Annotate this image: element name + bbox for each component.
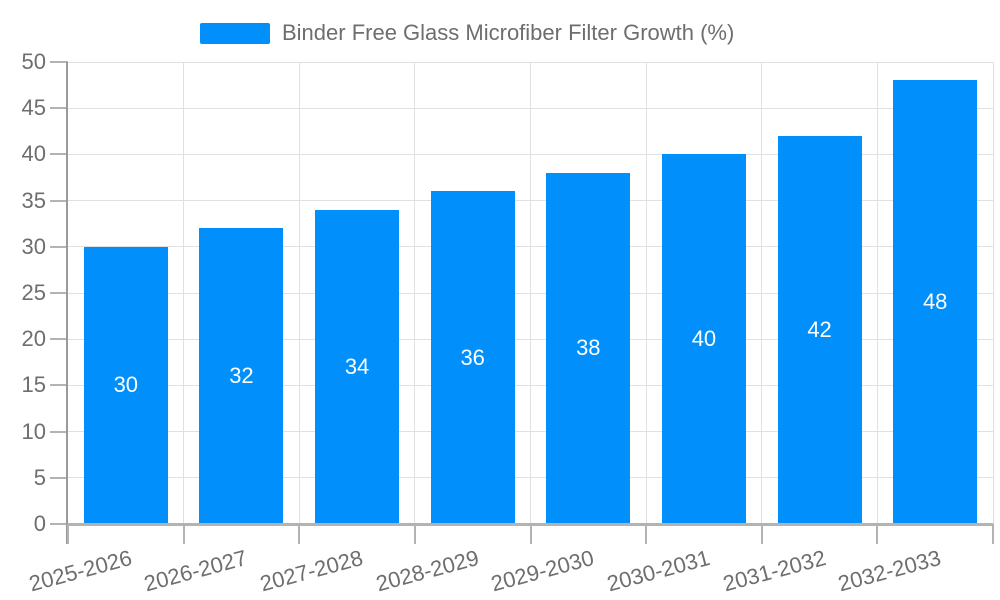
y-axis-tick — [50, 107, 68, 110]
y-axis-tick — [50, 476, 68, 479]
bar-value-label: 32 — [229, 363, 254, 389]
y-axis-tick — [50, 61, 68, 63]
y-axis-tick-label: 25 — [21, 280, 46, 305]
bar-2029-2030[interactable]: 38 — [546, 172, 631, 524]
bar-value-label: 30 — [113, 372, 139, 398]
y-axis-tick — [50, 292, 68, 294]
x-gridline — [414, 62, 416, 524]
y-axis-tick-label: 45 — [21, 95, 46, 121]
y-axis-tick-label: 0 — [33, 511, 46, 536]
y-axis-tick — [50, 245, 68, 248]
bar-value-label: 34 — [344, 353, 370, 379]
bar-value-label: 36 — [460, 344, 485, 370]
x-gridline — [876, 62, 878, 524]
y-axis-tick-label: 40 — [21, 141, 46, 167]
bar-value-label: 42 — [807, 316, 832, 342]
bar-value-label: 48 — [922, 289, 948, 315]
legend[interactable]: Binder Free Glass Microfiber Filter Grow… — [200, 20, 734, 46]
bar-2031-2032[interactable]: 42 — [777, 135, 862, 524]
x-axis-tick — [298, 524, 301, 544]
y-axis-tick — [50, 153, 68, 156]
y-axis-tick — [50, 523, 68, 525]
bar-2032-2033[interactable]: 48 — [893, 80, 978, 524]
y-axis-tick — [50, 338, 68, 341]
legend-series-label[interactable]: Binder Free Glass Microfiber Filter Grow… — [282, 20, 735, 45]
bar-2030-2031[interactable]: 40 — [661, 154, 746, 524]
bar-2028-2029[interactable]: 36 — [430, 191, 515, 524]
bar-2025-2026[interactable]: 30 — [83, 246, 168, 524]
y-axis-tick-label: 20 — [21, 326, 46, 352]
bar-2026-2027[interactable]: 32 — [199, 228, 284, 524]
y-axis-tick — [50, 430, 68, 433]
x-axis-tick — [529, 524, 532, 544]
x-gridline — [530, 62, 531, 524]
y-axis-tick-label: 15 — [21, 372, 46, 398]
bar-2027-2028[interactable]: 34 — [315, 209, 400, 524]
y-axis-tick-label: 35 — [21, 187, 46, 213]
x-axis-tick — [876, 524, 879, 544]
x-gridline — [183, 62, 185, 524]
y-axis-tick — [50, 199, 68, 202]
x-axis-tick — [182, 524, 185, 544]
y-axis-tick-label: 30 — [21, 233, 46, 259]
y-axis-tick — [50, 384, 68, 387]
x-gridline — [992, 62, 994, 524]
x-gridline — [761, 62, 763, 524]
x-axis-tick — [760, 524, 763, 544]
y-axis-line — [66, 62, 68, 544]
x-axis-tick — [992, 524, 994, 544]
x-gridline — [645, 62, 647, 524]
x-axis-tick — [67, 524, 69, 544]
y-axis-tick-label: 50 — [21, 49, 46, 74]
bar-value-label: 40 — [691, 326, 717, 352]
legend-swatch[interactable] — [200, 22, 270, 44]
x-axis-tick — [645, 524, 648, 544]
y-axis-tick-label: 10 — [21, 418, 46, 444]
y-axis-tick-label: 5 — [33, 464, 46, 490]
bar-value-label: 38 — [576, 335, 601, 361]
x-axis-tick — [413, 524, 416, 544]
x-gridline — [298, 62, 300, 524]
